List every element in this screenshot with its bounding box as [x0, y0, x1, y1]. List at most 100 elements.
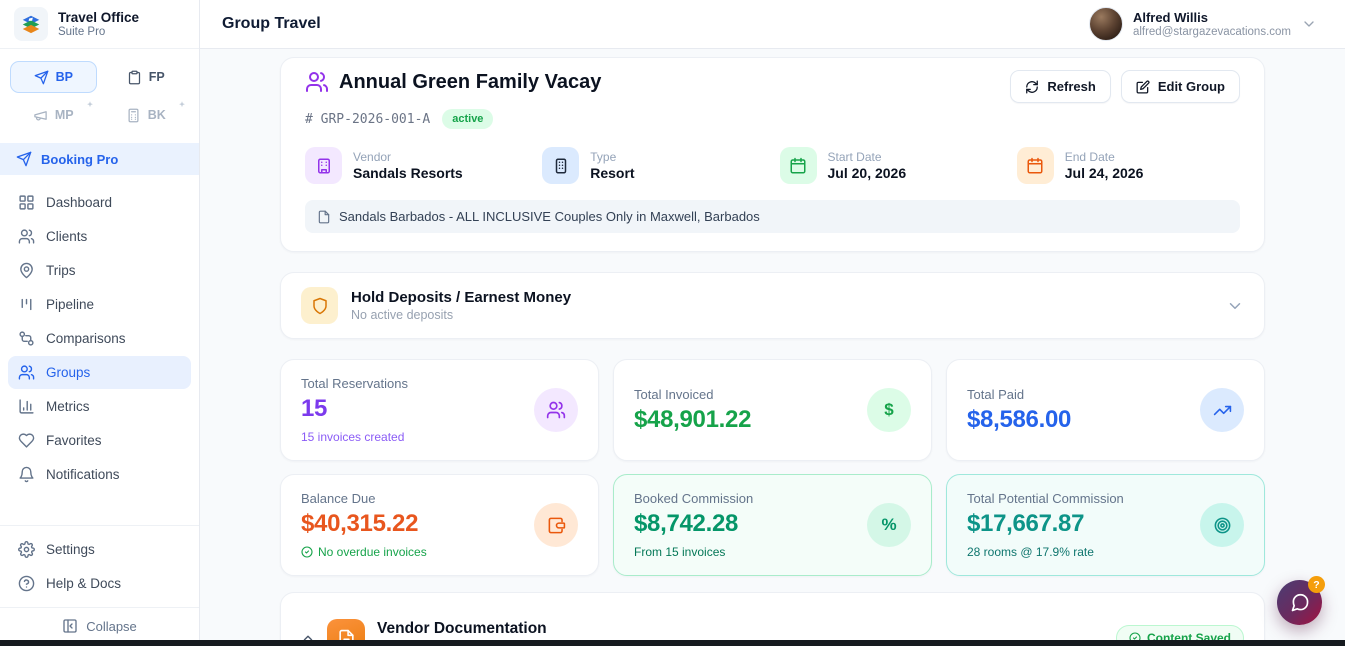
calendar-icon [779, 147, 817, 184]
field-value: Resort [590, 165, 635, 181]
field-value: Sandals Resorts [353, 165, 463, 181]
field-label: End Date [1064, 150, 1115, 164]
group-note-text: Sandals Barbados - ALL INCLUSIVE Couples… [339, 209, 760, 224]
group-code: # GRP-2026-001-A [305, 111, 431, 127]
help-circle-icon [18, 575, 35, 592]
sidebar-item-label: Help & Docs [46, 576, 122, 591]
module-bp-label: BP [55, 70, 73, 84]
group-title: Annual Green Family Vacay [339, 70, 602, 93]
document-icon [327, 619, 365, 640]
sidebar-item-help[interactable]: Help & Docs [8, 567, 191, 600]
stat-value: $48,901.22 [634, 405, 752, 433]
map-pin-icon [18, 262, 35, 279]
shield-icon [301, 287, 338, 324]
sidebar-item-comparisons[interactable]: Comparisons [8, 322, 191, 355]
field-label: Vendor [353, 150, 392, 164]
sparkle-icon [85, 100, 95, 110]
sidebar-item-pipeline[interactable]: Pipeline [8, 288, 191, 321]
stat-label: Total Reservations [301, 376, 408, 391]
sidebar-item-clients[interactable]: Clients [8, 220, 191, 253]
hold-deposits-card[interactable]: Hold Deposits / Earnest Money No active … [280, 272, 1265, 339]
sidebar-item-label: Comparisons [46, 331, 126, 346]
content-saved-badge: Content Saved [1115, 625, 1244, 640]
module-bk[interactable]: BK [103, 99, 190, 131]
stat-value: $8,742.28 [634, 510, 739, 537]
refresh-icon [1025, 80, 1039, 94]
check-circle-icon [301, 546, 313, 558]
compare-icon [18, 330, 35, 347]
module-fp[interactable]: FP [103, 61, 190, 93]
sidebar-item-trips[interactable]: Trips [8, 254, 191, 287]
field-vendor: Vendor Sandals Resorts [305, 147, 528, 184]
module-bp[interactable]: BP [10, 61, 97, 93]
target-icon [1200, 503, 1244, 547]
sidebar-item-label: Groups [46, 365, 91, 380]
field-label: Start Date [827, 150, 882, 164]
stat-label: Total Invoiced [634, 386, 714, 402]
sidebar-item-label: Notifications [46, 467, 120, 482]
stat-label: Balance Due [301, 491, 376, 506]
stat-label: Total Potential Commission [967, 491, 1124, 506]
stat-balance-due: Balance Due $40,315.22 No overdue invoic… [280, 474, 599, 576]
chevron-up-icon[interactable] [301, 631, 315, 640]
sidebar-item-settings[interactable]: Settings [8, 533, 191, 566]
trending-up-icon [1200, 388, 1244, 432]
app-logo-icon [14, 7, 48, 41]
sidebar-item-favorites[interactable]: Favorites [8, 424, 191, 457]
chat-fab-button[interactable]: ? [1277, 576, 1325, 625]
field-end-date: End Date Jul 24, 2026 [1016, 147, 1240, 184]
stat-booked-commission: Booked Commission $8,742.28 From 15 invo… [613, 474, 932, 576]
hotel-icon [542, 147, 580, 184]
clipboard-icon [127, 70, 142, 85]
megaphone-icon [33, 108, 48, 123]
collapse-sidebar-button[interactable]: Collapse [0, 607, 199, 646]
sparkle-icon [177, 100, 187, 110]
field-start-date: Start Date Jul 20, 2026 [779, 147, 1003, 184]
edit-group-button[interactable]: Edit Group [1120, 70, 1240, 103]
dollar-icon: $ [867, 388, 911, 432]
refresh-button[interactable]: Refresh [1010, 70, 1111, 103]
calculator-icon [126, 108, 141, 123]
module-mp-label: MP [54, 108, 74, 122]
stat-value: $40,315.22 [301, 510, 419, 537]
deposits-title: Hold Deposits / Earnest Money [351, 289, 572, 306]
sidebar-item-metrics[interactable]: Metrics [8, 390, 191, 423]
check-circle-icon [1129, 632, 1141, 640]
wallet-icon [534, 503, 578, 547]
brand-tagline: Suite Pro [58, 25, 106, 38]
content-area: Annual Green Family Vacay Refresh [200, 49, 1345, 640]
sidebar-item-notifications[interactable]: Notifications [8, 458, 191, 491]
group-header-card: Annual Green Family Vacay Refresh [280, 57, 1265, 252]
group-users-icon [305, 70, 329, 94]
fab-help-badge: ? [1308, 576, 1325, 593]
stat-total-paid: Total Paid $8,586.00 [946, 359, 1265, 461]
page-title: Group Travel [222, 15, 321, 32]
sidebar-item-groups[interactable]: Groups [8, 356, 191, 389]
module-switcher: BP FP MP BK [0, 49, 199, 143]
stat-total-reservations: Total Reservations 15 15 invoices create… [280, 359, 599, 461]
vendor-docs-title: Vendor Documentation [377, 620, 547, 637]
vendor-documentation-card: Vendor Documentation Paste or upload ven… [280, 592, 1265, 640]
gear-icon [18, 541, 35, 558]
sidebar-item-label: Favorites [46, 433, 102, 448]
field-label: Type [590, 150, 617, 164]
chevron-down-icon[interactable] [1226, 297, 1244, 315]
stat-sub: From 15 invoices [634, 545, 726, 559]
chat-bubble-icon [1290, 593, 1310, 613]
sidebar-item-label: Trips [46, 263, 76, 278]
sidebar-section-label: Booking Pro [41, 151, 119, 167]
module-mp[interactable]: MP [10, 99, 97, 131]
module-bk-label: BK [147, 108, 166, 122]
sidebar-section-booking-pro: Booking Pro [0, 143, 199, 175]
stat-value: $17,667.87 [967, 510, 1085, 537]
deposits-subtitle: No active deposits [351, 308, 454, 322]
stat-label: Booked Commission [634, 491, 754, 506]
brand: Travel Office Suite Pro [0, 0, 199, 49]
sidebar-item-dashboard[interactable]: Dashboard [8, 186, 191, 219]
top-bar: Group Travel Alfred Willis alfred@starga… [200, 0, 1345, 49]
brand-name: Travel Office [58, 10, 140, 26]
stat-total-invoiced: Total Invoiced $48,901.22 $ [613, 359, 932, 461]
hash-prefix: # [305, 111, 313, 127]
sidebar-nav: Dashboard Clients Trips Pipeline [0, 175, 199, 492]
user-menu[interactable]: Alfred Willis alfred@stargazevacations.c… [1088, 7, 1317, 41]
